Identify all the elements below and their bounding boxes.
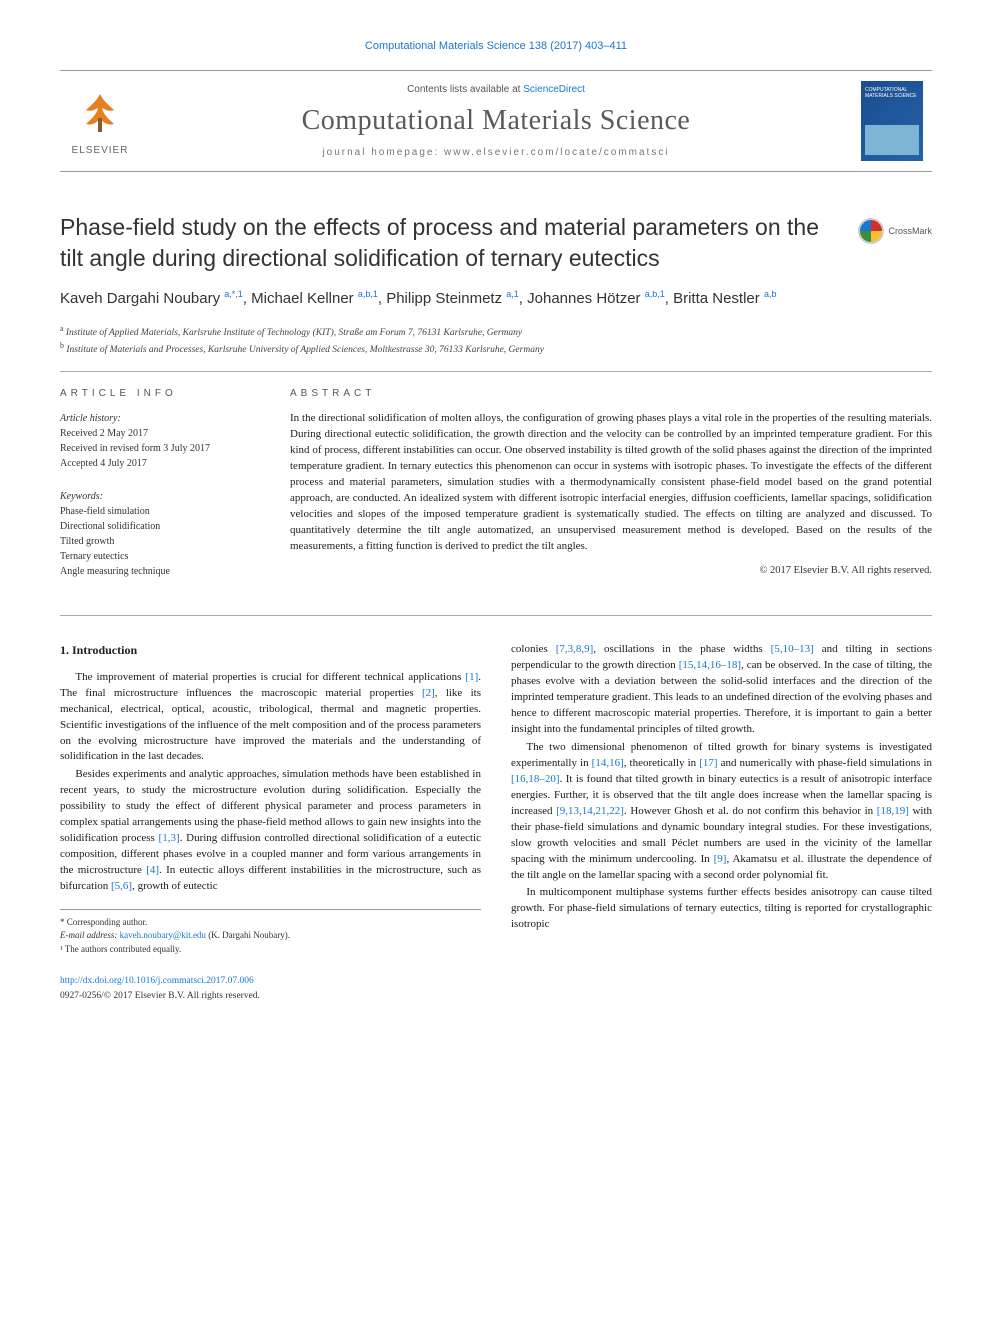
page-footer: http://dx.doi.org/10.1016/j.commatsci.20… [60, 974, 932, 1003]
article-info-label: article info [60, 388, 260, 399]
journal-name: Computational Materials Science [160, 105, 832, 137]
cover-title-text: COMPUTATIONAL MATERIALS SCIENCE [865, 87, 919, 99]
body-columns: 1. Introduction The improvement of mater… [60, 642, 932, 956]
body-text-col2: colonies [7,3,8,9], oscillations in the … [511, 642, 932, 933]
issn-copyright: 0927-0256/© 2017 Elsevier B.V. All right… [60, 991, 260, 1001]
affiliations: a Institute of Applied Materials, Karlsr… [60, 323, 932, 358]
email-paren: (K. Dargahi Noubary). [208, 930, 290, 940]
info-abstract-row: article info Article history:Received 2 … [60, 371, 932, 616]
corresponding-note: * Corresponding author. [60, 916, 481, 930]
journal-cover-block: COMPUTATIONAL MATERIALS SCIENCE [852, 81, 932, 161]
footnotes: * Corresponding author. E-mail address: … [60, 909, 481, 957]
email-note: E-mail address: kaveh.noubary@kit.edu (K… [60, 929, 481, 943]
citation-line: Computational Materials Science 138 (201… [60, 40, 932, 52]
crossmark-icon [858, 218, 884, 244]
journal-header: ELSEVIER Contents lists available at Sci… [60, 70, 932, 172]
section-number: 1. [60, 643, 69, 657]
keywords-block: Keywords:Phase-field simulationDirection… [60, 489, 260, 579]
elsevier-label: ELSEVIER [72, 145, 129, 156]
crossmark-badge[interactable]: CrossMark [858, 218, 932, 244]
sciencedirect-link[interactable]: ScienceDirect [523, 84, 585, 95]
equal-contrib-note: ¹ The authors contributed equally. [60, 943, 481, 957]
email-label: E-mail address: [60, 930, 117, 940]
abstract-copyright: © 2017 Elsevier B.V. All rights reserved… [290, 565, 932, 576]
crossmark-label: CrossMark [888, 226, 932, 236]
elsevier-tree-icon [73, 86, 128, 141]
publisher-logo-block: ELSEVIER [60, 86, 140, 156]
section-heading-intro: 1. Introduction [60, 642, 481, 659]
abstract-text: In the directional solidification of mol… [290, 411, 932, 554]
article-history: Article history:Received 2 May 2017Recei… [60, 411, 260, 471]
article-info-column: article info Article history:Received 2 … [60, 388, 260, 597]
email-link[interactable]: kaveh.noubary@kit.edu [120, 930, 206, 940]
contents-line: Contents lists available at ScienceDirec… [160, 84, 832, 95]
article-header: CrossMark Phase-field study on the effec… [60, 212, 932, 357]
body-text-col1: The improvement of material properties i… [60, 670, 481, 895]
abstract-column: abstract In the directional solidificati… [290, 388, 932, 597]
journal-cover-thumbnail: COMPUTATIONAL MATERIALS SCIENCE [861, 81, 923, 161]
cover-art [865, 125, 919, 155]
doi-link[interactable]: http://dx.doi.org/10.1016/j.commatsci.20… [60, 976, 254, 986]
journal-homepage: journal homepage: www.elsevier.com/locat… [160, 147, 832, 158]
citation-link[interactable]: Computational Materials Science 138 (201… [365, 40, 627, 52]
contents-text: Contents lists available at [407, 84, 523, 95]
section-title: Introduction [72, 643, 137, 657]
abstract-label: abstract [290, 388, 932, 399]
journal-header-center: Contents lists available at ScienceDirec… [140, 84, 852, 158]
article-title: Phase-field study on the effects of proc… [60, 212, 932, 274]
authors-line: Kaveh Dargahi Noubary a,*,1, Michael Kel… [60, 288, 932, 311]
